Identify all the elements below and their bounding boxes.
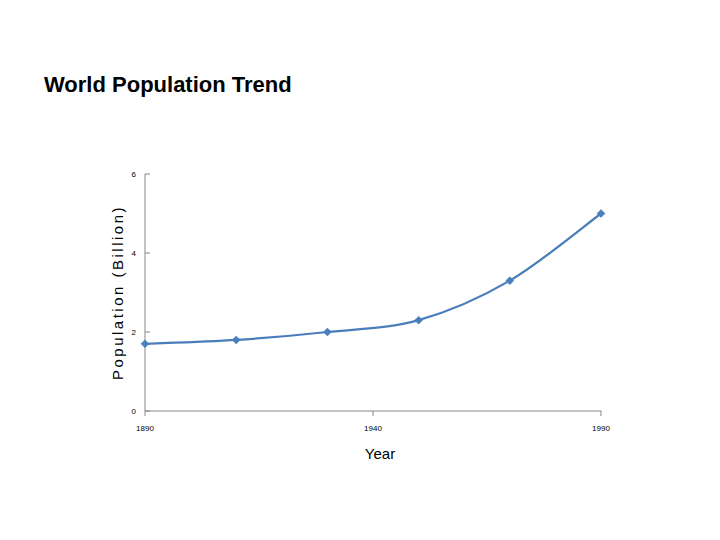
data-point — [323, 328, 331, 336]
data-point — [232, 336, 240, 344]
y-tick — [145, 174, 150, 175]
chart-svg: World Population Trend Year Population (Bi… — [0, 0, 720, 540]
chart-title: World Population Trend — [44, 72, 292, 97]
data-line — [145, 214, 601, 344]
y-axis-line — [145, 174, 146, 411]
y-tick-label: 2 — [132, 328, 137, 337]
y-axis-label: Population (Billion) — [109, 205, 126, 380]
x-tick-label: 1940 — [364, 424, 382, 433]
x-tick — [145, 411, 146, 416]
y-tick-label: 4 — [132, 249, 137, 258]
x-axis-label: Year — [365, 445, 395, 462]
data-point — [597, 210, 605, 218]
x-tick-label: 1890 — [136, 424, 154, 433]
y-tick — [145, 411, 150, 412]
y-tick-label: 6 — [132, 170, 137, 179]
plot-area — [141, 210, 605, 348]
chart-container: World Population Trend Year Population (Bi… — [0, 0, 720, 540]
x-tick-label: 1990 — [592, 424, 610, 433]
data-point — [506, 277, 514, 285]
y-tick — [145, 253, 150, 254]
data-point — [415, 316, 423, 324]
data-point — [141, 340, 149, 348]
y-tick — [145, 332, 150, 333]
y-tick-label: 0 — [132, 407, 137, 416]
x-tick — [601, 411, 602, 416]
x-tick — [373, 411, 374, 416]
